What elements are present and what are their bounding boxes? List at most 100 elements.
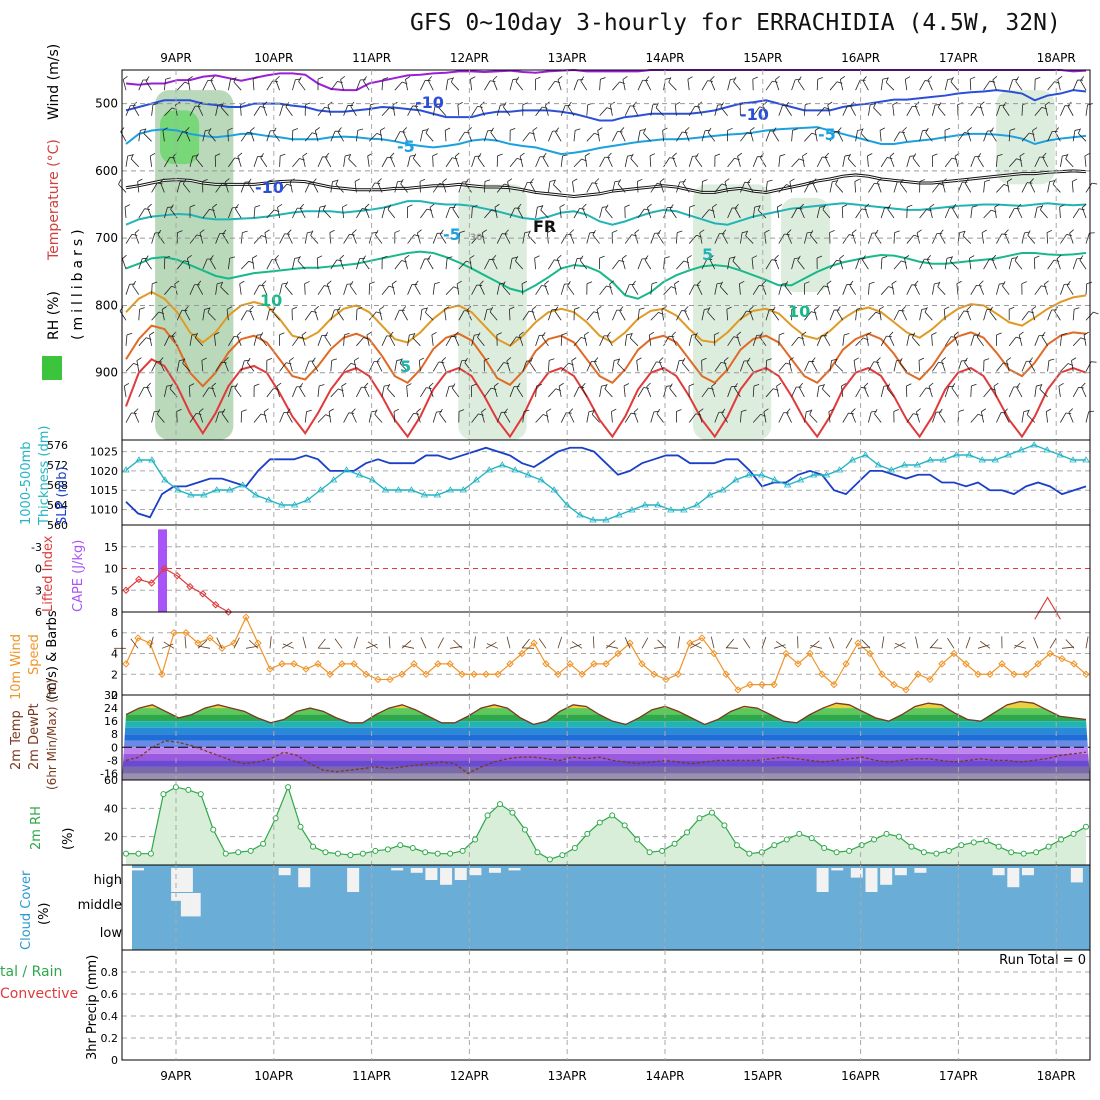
thickness-point <box>1069 456 1077 463</box>
surface-wind-barb <box>965 636 971 649</box>
wind-barb <box>621 254 627 270</box>
wind-barb <box>943 306 950 321</box>
wind-barb <box>1008 207 1020 219</box>
rh-point <box>147 850 154 857</box>
wind-barb <box>445 157 458 168</box>
y-tick-label: 500 <box>95 97 118 111</box>
wind-barb <box>906 105 918 116</box>
wind-barb <box>297 255 306 270</box>
wind-barb <box>260 153 268 168</box>
li-point <box>186 582 194 591</box>
surface-wind-barb <box>930 647 943 649</box>
wind-barb <box>432 282 440 295</box>
wind-barb <box>236 331 242 346</box>
wind-speed-point <box>134 634 142 642</box>
wind-barb <box>899 358 908 372</box>
wind-barb <box>362 255 370 270</box>
cloud-high-block <box>410 868 423 873</box>
thickness-point <box>796 476 805 483</box>
thickness-point <box>200 491 208 498</box>
wind-barb <box>304 409 312 423</box>
wind-barb <box>125 412 137 423</box>
thickness-point <box>744 471 753 478</box>
wind-barb <box>962 230 972 244</box>
wind-barb <box>340 75 346 91</box>
wind-barb <box>714 361 727 372</box>
thickness-point <box>770 476 779 483</box>
surface-wind-barb <box>677 636 681 649</box>
wind-barb <box>663 335 675 347</box>
surface-wind-barb <box>269 636 272 649</box>
wind-barb <box>125 332 133 346</box>
wind-barb <box>465 178 472 193</box>
wind-barb <box>250 127 255 142</box>
wind-barb <box>428 382 434 398</box>
wind-label-2: Speed <box>27 634 42 675</box>
wind-barb <box>560 105 571 116</box>
rh-point <box>1033 849 1040 856</box>
rh-point <box>846 847 853 854</box>
temp-band <box>122 773 1090 780</box>
wind-barb <box>210 76 216 91</box>
surface-wind-barb <box>216 637 223 649</box>
temp-bands <box>122 701 1090 780</box>
cape-tick-label: 5 <box>111 584 118 597</box>
surface-wind-barb <box>1013 640 1024 649</box>
wind-barb <box>137 178 143 193</box>
thickness-point <box>991 456 999 463</box>
wind-barb <box>1058 383 1064 398</box>
wind-barb <box>1071 178 1078 193</box>
li-left-labels: Lifted Index <box>41 535 56 612</box>
rh-point <box>447 850 454 857</box>
wind-barb <box>778 332 785 346</box>
temp-band <box>122 753 1090 761</box>
wind-speed-point <box>446 660 454 668</box>
rh-point <box>945 847 952 854</box>
wind-barb <box>125 105 136 116</box>
wind-barb <box>714 411 725 423</box>
rh-point <box>260 840 267 847</box>
wind-barb <box>993 382 999 398</box>
wind-barb <box>277 203 283 219</box>
wind-barb <box>637 178 643 193</box>
wind-barb <box>387 204 396 219</box>
wind-barb <box>906 204 913 219</box>
surface-wind-barb <box>1033 637 1039 649</box>
wind-barb <box>835 179 844 193</box>
wind-speed-point <box>1022 670 1030 678</box>
y-tick-label: 6 <box>111 627 118 640</box>
wind-barb <box>407 412 419 423</box>
wind-barb <box>649 153 656 167</box>
thickness-point <box>381 486 390 493</box>
wind-barb <box>994 204 1000 219</box>
wind-barb <box>1034 255 1040 270</box>
wind-barb <box>1071 357 1077 372</box>
wind-barb <box>944 336 957 347</box>
thickness-point <box>783 481 792 488</box>
wind-speed-point <box>998 660 1006 668</box>
wind-barb <box>776 204 783 219</box>
y-tick-label: 0.6 <box>101 988 119 1001</box>
wind-barb <box>813 306 819 321</box>
wind-barb <box>827 101 833 116</box>
wind-barb <box>189 333 198 346</box>
temp-line <box>125 700 1087 726</box>
wind-barb <box>631 280 639 295</box>
date-label-bottom: 16APR <box>841 1069 880 1083</box>
wind-barb <box>851 408 856 423</box>
rh-point <box>933 850 940 857</box>
thickness-point <box>446 486 455 493</box>
thickness-point <box>420 491 429 498</box>
wind-barb <box>788 357 794 372</box>
wind-barb <box>669 383 677 398</box>
date-label-top: 10APR <box>254 51 293 65</box>
rh-point <box>1008 849 1015 856</box>
wind-barb <box>509 207 521 219</box>
wind-barb <box>1027 230 1036 244</box>
thickness-point <box>1056 451 1064 458</box>
wind-barb <box>442 178 447 193</box>
wind-barb <box>970 284 982 295</box>
wind-barb <box>893 409 899 423</box>
wind-barb <box>363 76 370 91</box>
cloud-high-block <box>425 868 438 880</box>
